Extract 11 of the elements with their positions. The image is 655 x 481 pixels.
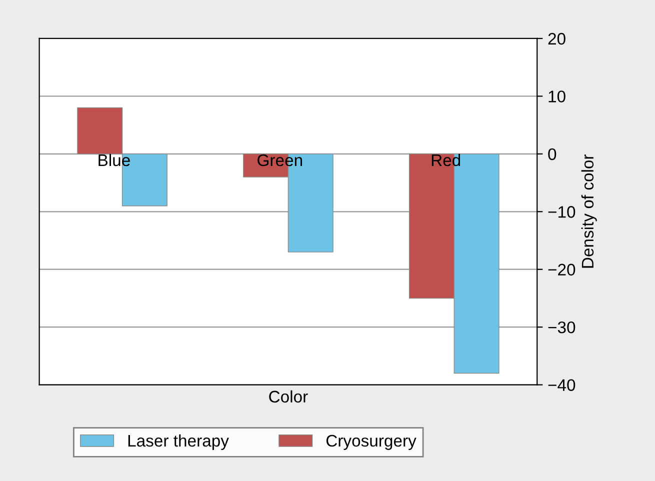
legend-label: Laser therapy — [128, 434, 229, 450]
y-tick-label: −20 — [548, 264, 576, 276]
legend-label: Cryosurgery — [326, 434, 416, 450]
y-tick-label: −10 — [548, 206, 576, 218]
y-tick-label: 0 — [548, 148, 556, 160]
y-tick-label: −40 — [548, 379, 576, 392]
y-tick-label: 20 — [548, 32, 566, 45]
y-tick-label: 10 — [548, 90, 566, 102]
y-tick-label: −30 — [548, 321, 576, 334]
x-axis-title: Color — [269, 390, 308, 403]
y-axis-title: Density of color — [581, 154, 597, 268]
